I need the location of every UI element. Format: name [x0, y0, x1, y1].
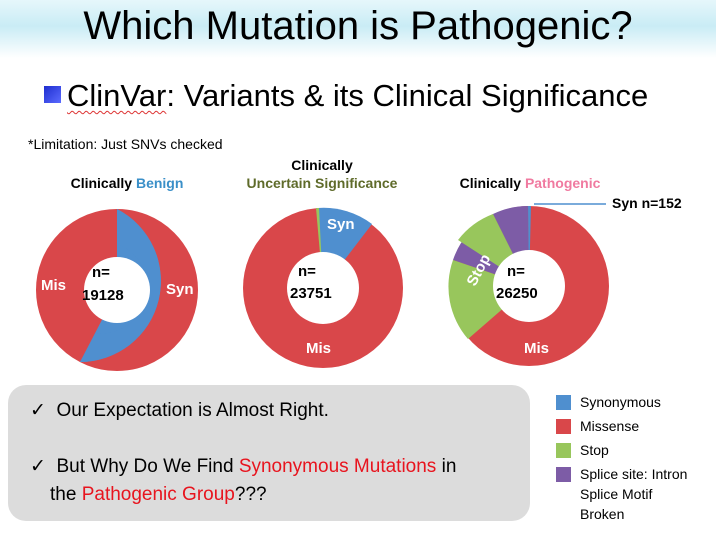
legend-swatch-stop [556, 443, 571, 458]
benign-chart-title: Clinically Benign [42, 174, 212, 192]
benign-donut: n= 19128 Mis Syn [36, 209, 198, 371]
benign-center-count: 19128 [82, 287, 124, 304]
slide-subtitle: ClinVar: Variants & its Clinical Signifi… [44, 78, 648, 114]
conclusion-line-1: ✓ Our Expectation is Almost Right. [30, 397, 329, 424]
uncertain-center-n: n= [298, 263, 316, 280]
subtitle-clinvar: ClinVar [67, 78, 167, 113]
legend-item-missense: Missense [556, 416, 706, 436]
conclusion-text-2a: But Why Do We Find [56, 456, 239, 477]
legend-label-splice: Splice site: Intron Splice Motif Broken [580, 466, 688, 522]
benign-synonymous-slice-inner [80, 209, 161, 362]
uncertain-center-count: 23751 [290, 285, 332, 302]
legend-label-synonymous: Synonymous [580, 394, 661, 410]
pathogenic-center-n: n= [507, 263, 525, 280]
benign-label-mis: Mis [41, 277, 66, 294]
pathogenic-center-count: 26250 [496, 285, 538, 302]
conclusion-text-2b: in [436, 456, 457, 477]
legend-swatch-synonymous [556, 395, 571, 410]
uncertain-donut: n= 23751 Syn Mis [243, 207, 403, 368]
conclusion-text-3b: ??? [234, 484, 267, 505]
syn-callout-label: Syn n=152 [612, 195, 682, 211]
conclusion-text-3-red: Pathogenic Group [81, 484, 235, 505]
pathogenic-chart-title: Clinically Pathogenic [440, 174, 620, 192]
benign-hole [84, 257, 150, 323]
legend-swatch-missense [556, 419, 571, 434]
pathogenic-hole [493, 250, 565, 322]
uncertain-chart-title: Clinically Uncertain Significance [232, 156, 412, 192]
uncertain-title-line1: Clinically [291, 157, 353, 173]
conclusion-text-2-red: Synonymous Mutations [238, 456, 437, 477]
uncertain-label-syn: Syn [327, 216, 355, 233]
pathogenic-label-mis: Mis [524, 340, 549, 357]
uncertain-hole [287, 252, 359, 324]
check-icon: ✓ [30, 400, 46, 421]
title-band [0, 0, 716, 58]
pathogenic-title-colored: Pathogenic [524, 175, 601, 191]
slide-title: Which Mutation is Pathogenic? [83, 4, 633, 48]
benign-title-colored: Benign [135, 175, 184, 191]
conclusion-text-1: Our Expectation is Almost Right. [56, 400, 329, 421]
legend-item-synonymous: Synonymous [556, 392, 706, 412]
legend-item-stop: Stop [556, 440, 706, 460]
legend-label-missense: Missense [580, 418, 640, 434]
pathogenic-donut: n= 26250 Stop Mis [448, 203, 609, 366]
square-bullet-icon [44, 86, 61, 103]
legend: Synonymous Missense Stop Splice site: In… [556, 392, 706, 528]
uncertain-label-mis: Mis [306, 340, 331, 357]
conclusion-box: ✓ Our Expectation is Almost Right. ✓ But… [8, 385, 530, 521]
pathogenic-title-plain: Clinically [459, 175, 525, 191]
legend-item-splice: Splice site: Intron Splice Motif Broken [556, 464, 698, 524]
benign-center-n: n= [92, 264, 110, 281]
benign-title-plain: Clinically [70, 175, 136, 191]
conclusion-line-3: the Pathogenic Group??? [50, 481, 267, 508]
benign-label-syn: Syn [166, 281, 194, 298]
legend-swatch-splice [556, 467, 571, 482]
uncertain-title-line2: Uncertain Significance [246, 175, 398, 191]
conclusion-text-3a: the [50, 484, 82, 505]
check-icon: ✓ [30, 456, 46, 477]
limitation-note: *Limitation: Just SNVs checked [28, 136, 223, 152]
legend-label-stop: Stop [580, 442, 609, 458]
subtitle-text: : Variants & its Clinical Significance [166, 78, 649, 113]
conclusion-line-2: ✓ But Why Do We Find Synonymous Mutation… [30, 453, 456, 480]
